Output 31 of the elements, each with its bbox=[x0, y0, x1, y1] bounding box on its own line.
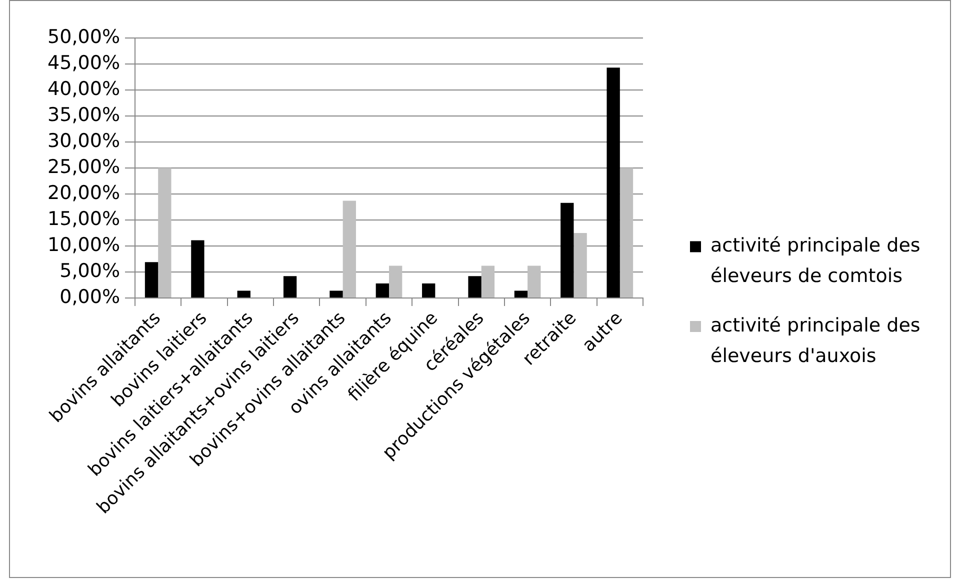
bar bbox=[468, 276, 482, 298]
bar bbox=[144, 262, 158, 298]
y-tick-label: 20,00% bbox=[48, 182, 120, 204]
legend-label: activité principale des éleveurs de comtois bbox=[710, 234, 920, 288]
bar bbox=[528, 266, 541, 298]
y-tick-label: 50,00% bbox=[48, 26, 120, 48]
bar bbox=[283, 276, 297, 298]
y-tick-label: 15,00% bbox=[48, 208, 120, 230]
bar bbox=[191, 240, 204, 298]
y-tick-label: 10,00% bbox=[48, 234, 120, 256]
y-tick-label: 30,00% bbox=[48, 130, 120, 152]
bar bbox=[481, 266, 495, 298]
bar bbox=[158, 168, 172, 298]
y-tick-label: 35,00% bbox=[48, 104, 120, 126]
y-tick-label: 5,00% bbox=[60, 260, 120, 282]
bar bbox=[606, 68, 620, 298]
bar bbox=[422, 283, 436, 298]
bar bbox=[560, 202, 574, 298]
bar bbox=[389, 266, 402, 298]
bar bbox=[330, 290, 343, 298]
bar bbox=[514, 290, 528, 298]
y-tick-label: 0,00% bbox=[60, 286, 120, 308]
y-tick-label: 45,00% bbox=[48, 52, 120, 74]
bar bbox=[620, 168, 634, 298]
bar bbox=[342, 200, 356, 298]
bar bbox=[237, 290, 250, 298]
bar bbox=[574, 233, 587, 298]
legend-label: activité principale des éleveurs d'auxois bbox=[710, 314, 920, 367]
y-tick-label: 25,00% bbox=[48, 156, 120, 178]
y-tick-label: 40,00% bbox=[48, 78, 120, 100]
bar bbox=[376, 283, 389, 298]
